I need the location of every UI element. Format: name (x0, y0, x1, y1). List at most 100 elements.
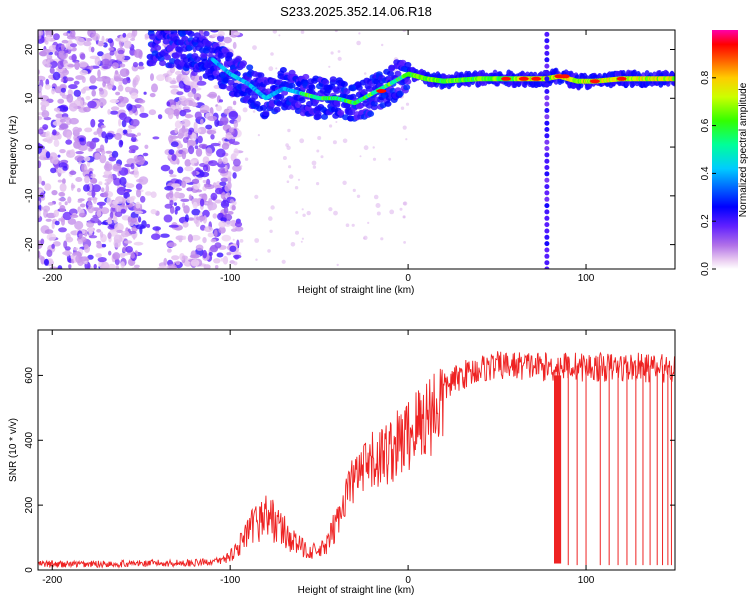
spectrogram-noise-blob (217, 42, 226, 47)
spectrogram-noise-blob (202, 164, 209, 172)
spectrogram-noise-blob (101, 265, 110, 269)
spectrogram-noise-blob (214, 199, 222, 204)
spectrogram-vertical-artifact (544, 82, 550, 88)
spectrogram-hot-spot (559, 74, 570, 79)
spectrogram-noise-blob (300, 30, 305, 34)
spectrogram-noise-blob (217, 30, 225, 37)
spectrogram-noise-blob (62, 165, 68, 171)
spectrogram-noise-blob (113, 177, 122, 186)
spectrogram-noise-blob (144, 144, 149, 149)
spectrogram-noise-blob (76, 37, 86, 46)
spectrogram-noise-blob (44, 258, 49, 266)
spectrogram-noise-blob (72, 247, 79, 251)
spectrogram-y-tick-label: 0 (24, 144, 35, 150)
spectrogram-noise-blob (118, 112, 127, 121)
spectrogram-noise-blob (51, 190, 58, 196)
spectrogram-ridge-halo (200, 52, 208, 59)
spectrogram-noise-blob (227, 211, 234, 215)
spectrogram-ridge-halo (159, 60, 167, 67)
spectrogram-noise-blob (98, 119, 105, 123)
spectrogram-noise-blob (84, 260, 88, 265)
spectrogram-noise-blob (219, 99, 223, 103)
spectrogram-noise-blob (218, 226, 226, 234)
spectrogram-noise-blob (192, 201, 198, 209)
spectrogram-noise-blob (67, 63, 75, 68)
spectrogram-noise-blob (225, 132, 232, 140)
spectrogram-noise-blob (65, 233, 71, 241)
spectrogram-noise-blob (402, 201, 407, 206)
spectrogram-ridge-halo (253, 101, 261, 107)
spectrogram-ridge-halo (314, 113, 322, 120)
spectrogram-ridge-halo (404, 61, 412, 68)
spectrogram-noise-blob (77, 199, 83, 203)
spectrogram-noise-blob (166, 242, 177, 248)
spectrogram-noise-blob (84, 166, 88, 171)
spectrogram-noise-blob (194, 111, 202, 120)
spectrogram-noise-blob (52, 156, 59, 165)
spectrogram-noise-blob (119, 253, 125, 258)
spectrogram-noise-blob (191, 178, 200, 184)
spectrogram-noise-blob (77, 143, 88, 151)
spectrogram-noise-blob (79, 203, 86, 208)
spectrogram-noise-blob (181, 150, 187, 160)
spectrogram-noise-blob (69, 117, 79, 125)
spectrogram-noise-blob (195, 189, 203, 193)
spectrogram-noise-blob (85, 95, 91, 101)
spectrogram-noise-blob (152, 226, 161, 231)
spectrogram-noise-blob (130, 119, 140, 127)
spectrogram-noise-blob (182, 255, 188, 260)
spectrogram-noise-blob (270, 205, 275, 210)
spectrogram-ridge-halo (404, 78, 412, 85)
spectrogram-vertical-artifact (544, 266, 550, 269)
spectrogram-x-tick-label: 0 (405, 273, 411, 284)
spectrogram-noise-blob (185, 81, 195, 86)
spectrogram-noise-blob (268, 66, 274, 72)
spectrogram-noise-blob (133, 264, 140, 268)
spectrogram-noise-blob (74, 61, 80, 70)
spectrogram-ridge-halo (343, 88, 351, 95)
spectrogram-noise-blob (188, 145, 195, 155)
spectrogram-noise-blob (295, 230, 299, 235)
spectrogram-vertical-artifact (544, 228, 550, 234)
spectrogram-noise-blob (195, 244, 204, 251)
spectrogram-noise-blob (97, 257, 107, 263)
spectrogram-noise-blob (242, 107, 248, 113)
spectrogram-noise-blob (402, 215, 406, 219)
spectrogram-noise-blob (183, 205, 190, 214)
spectrogram-noise-blob (122, 32, 127, 38)
spectrogram-noise-blob (96, 241, 102, 249)
spectrogram-ridge-halo (227, 79, 235, 86)
spectrogram-noise-blob (157, 114, 163, 120)
spectrogram-noise-blob (138, 176, 149, 185)
spectrogram-noise-blob (145, 191, 152, 196)
spectrogram-noise-blob (65, 139, 73, 145)
spectrogram-noise-blob (232, 100, 237, 106)
spectrogram-noise-blob (87, 197, 92, 203)
spectrogram-noise-blob (109, 50, 115, 56)
spectrogram-noise-blob (195, 148, 203, 157)
spectrogram-noise-blob (194, 128, 202, 134)
spectrogram-vertical-artifact (544, 165, 550, 170)
spectrogram-noise-blob (62, 69, 69, 76)
spectrogram-noise-blob (78, 212, 87, 218)
spectrogram-noise-blob (107, 232, 112, 239)
spectrogram-vertical-artifact (544, 31, 550, 37)
snr-y-ticks: 0 200 400 600 (24, 367, 675, 573)
snr-y-tick-label: 600 (24, 367, 35, 384)
spectrogram-noise-blob (64, 201, 68, 206)
spectrogram-noise-blob (52, 120, 62, 126)
spectrogram-noise-blob (191, 208, 201, 216)
spectrogram-noise-blob (210, 192, 218, 201)
spectrogram-noise-blob (186, 187, 194, 192)
spectrogram-vertical-artifact (544, 57, 550, 63)
spectrogram-noise-blob (99, 207, 110, 215)
spectrogram-noise-blob (351, 223, 355, 227)
colorbar: 0.0 0.2 0.4 0.6 0.8 Normalized spectral ampl… (700, 30, 749, 276)
spectrogram-noise-blob (232, 226, 237, 230)
spectrogram-ridge-halo (247, 89, 255, 96)
spectrogram-y-ticks: -20 -10 0 10 20 (24, 44, 675, 252)
spectrogram-noise-blob (221, 234, 232, 242)
spectrogram-noise-blob (108, 250, 112, 256)
spectrogram-noise-blob (65, 77, 74, 82)
spectrogram-vertical-artifact (544, 89, 550, 94)
